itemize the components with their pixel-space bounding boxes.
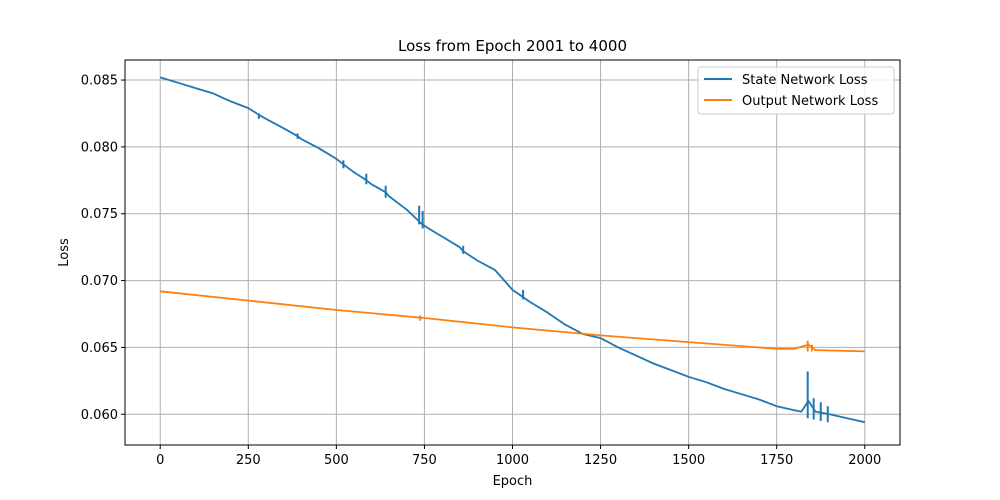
x-tick-label: 1250 <box>584 453 617 468</box>
x-axis-ticks: 0 250 500 750 1000 1250 1500 1750 2000 <box>156 445 881 468</box>
noise-spikes <box>257 113 829 423</box>
x-tick-label: 250 <box>236 453 261 468</box>
grid <box>125 60 900 445</box>
x-tick-label: 750 <box>412 453 437 468</box>
x-tick-label: 1000 <box>496 453 529 468</box>
x-tick-label: 1500 <box>672 453 705 468</box>
legend: State Network Loss Output Network Loss <box>697 66 895 115</box>
y-tick-label: 0.060 <box>81 408 118 423</box>
legend-box <box>697 66 895 115</box>
y-tick-label: 0.065 <box>81 341 118 356</box>
x-axis-label: Epoch <box>493 474 533 489</box>
chart-title: Loss from Epoch 2001 to 4000 <box>398 37 627 55</box>
y-tick-label: 0.070 <box>81 274 118 289</box>
legend-label-state-network-loss: State Network Loss <box>742 73 868 88</box>
x-tick-label: 2000 <box>848 453 881 468</box>
y-axis-ticks: 0.060 0.065 0.070 0.075 0.080 0.085 <box>81 74 125 423</box>
x-tick-label: 500 <box>324 453 349 468</box>
y-tick-label: 0.080 <box>81 140 118 155</box>
legend-label-output-network-loss: Output Network Loss <box>742 94 878 109</box>
x-tick-label: 0 <box>156 453 164 468</box>
y-axis-label: Loss <box>57 238 72 267</box>
series-line-output-network-loss <box>160 290 865 353</box>
y-tick-label: 0.075 <box>81 207 118 222</box>
y-tick-label: 0.085 <box>81 74 118 89</box>
x-tick-label: 1750 <box>760 453 793 468</box>
